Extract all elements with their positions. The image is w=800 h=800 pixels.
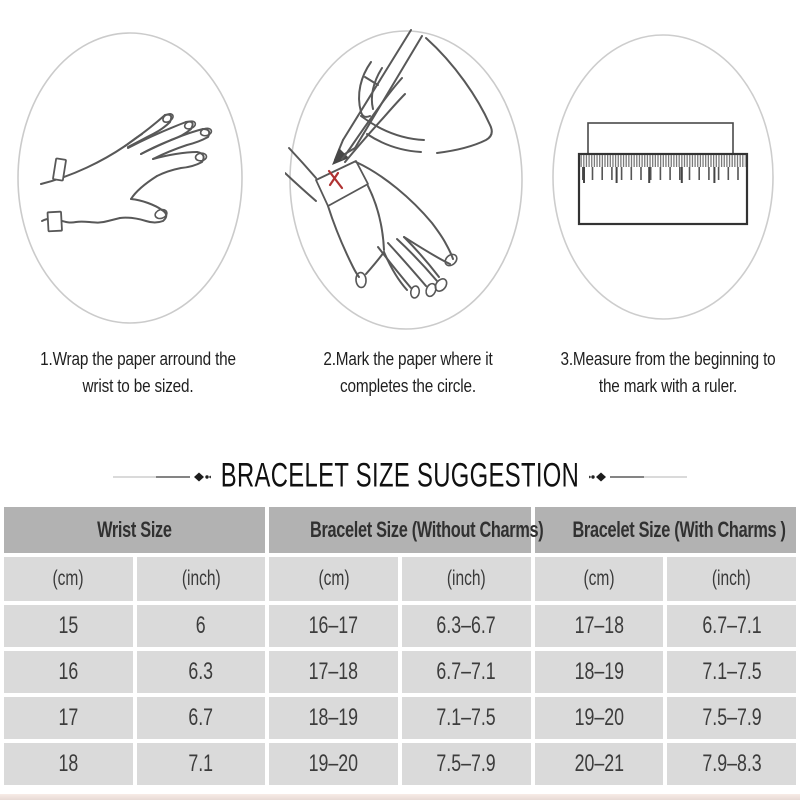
paper-strip-tabs (46, 157, 67, 233)
caption-line: wrist to be sized. (82, 376, 194, 396)
mark-pen-illustration-icon (285, 29, 523, 330)
step3-figure (551, 28, 790, 323)
table-cell: 7.1 (136, 743, 266, 785)
caption-line: the mark with a ruler. (598, 376, 738, 396)
caption-line: completes the circle. (340, 376, 476, 396)
group-header-with-charms: Bracelet Size (With Charms ) (534, 507, 796, 553)
table-cell: 6 (136, 605, 266, 647)
table-cell: 17 (4, 697, 133, 739)
step2-caption: 2.Mark the paper where it completes the … (291, 346, 526, 400)
table-cell: 7.9–8.3 (667, 743, 796, 785)
section-title-row: BRACELET SIZE SUGGESTION (0, 453, 800, 501)
table-row: 15 6 16–17 6.3–6.7 17–18 6.7–7.1 (4, 605, 796, 647)
ruler-illustration-icon (552, 34, 774, 320)
table-cell: 7.1–7.5 (667, 651, 796, 693)
x-mark (328, 171, 340, 187)
table-cell: 19–20 (269, 743, 398, 785)
step2-figure (285, 22, 525, 332)
table-cell: 18–19 (534, 651, 664, 693)
unit-header: (cm) (269, 557, 398, 601)
unit-header: (inch) (136, 557, 266, 601)
caption-line: 2.Mark the paper where it (323, 349, 493, 369)
group-header-label: Bracelet Size (Without Charms) (310, 517, 544, 542)
group-header-label: Bracelet Size (With Charms ) (572, 517, 786, 542)
table-cell: 18–19 (269, 697, 398, 739)
unit-header: (inch) (667, 557, 796, 601)
oval-frame (17, 32, 243, 324)
table-group-header-row: Wrist Size Bracelet Size (Without Charms… (4, 507, 796, 553)
table-cell: 17–18 (269, 651, 398, 693)
group-header-wrist-size: Wrist Size (4, 507, 266, 553)
paper-strip (587, 122, 734, 155)
unit-header: (cm) (534, 557, 664, 601)
pen-nib (332, 148, 349, 165)
table-cell: 7.5–7.9 (401, 743, 531, 785)
x-mark (327, 169, 344, 190)
title-box: BRACELET SIZE SUGGESTION (221, 453, 579, 501)
table-cell: 6.7 (136, 697, 266, 739)
wrap-hand-illustration-icon (17, 32, 243, 324)
table-row: 17 6.7 18–19 7.1–7.5 19–20 7.5–7.9 (4, 697, 796, 739)
table-unit-header-row: (cm) (inch) (cm) (inch) (cm) (inch) (4, 557, 796, 601)
step3-caption: 3.Measure from the beginning to the mark… (551, 346, 786, 400)
table-cell: 6.7–7.1 (667, 605, 796, 647)
group-header-without-charms: Bracelet Size (Without Charms) (269, 507, 544, 553)
table-cell: 18 (4, 743, 133, 785)
table-cell: 7.5–7.9 (667, 697, 796, 739)
table-cell: 20–21 (534, 743, 664, 785)
table-cell: 6.7–7.1 (401, 651, 531, 693)
table-cell: 17–18 (534, 605, 664, 647)
table-cell: 6.3 (136, 651, 266, 693)
page-title: BRACELET SIZE SUGGESTION (220, 456, 580, 495)
caption-line: 3.Measure from the beginning to (560, 349, 776, 369)
bracelet-size-table: Wrist Size Bracelet Size (Without Charms… (0, 503, 800, 789)
caption-line: 1.Wrap the paper arround the (40, 349, 236, 369)
table-row: 16 6.3 17–18 6.7–7.1 18–19 7.1–7.5 (4, 651, 796, 693)
step1-figure (15, 28, 245, 328)
table-cell: 15 (4, 605, 133, 647)
table-cell: 19–20 (534, 697, 664, 739)
left-divider-ornament-icon (113, 472, 211, 482)
table-cell: 16–17 (269, 605, 398, 647)
group-header-label: Wrist Size (97, 517, 172, 542)
table-cell: 16 (4, 651, 133, 693)
unit-header: (cm) (4, 557, 133, 601)
table-cell: 7.1–7.5 (401, 697, 531, 739)
table-row: 18 7.1 19–20 7.5–7.9 20–21 7.9–8.3 (4, 743, 796, 785)
right-divider-ornament-icon (589, 472, 687, 482)
step1-caption: 1.Wrap the paper arround the wrist to be… (21, 346, 256, 400)
unit-header: (inch) (401, 557, 531, 601)
bottom-strip (0, 794, 800, 800)
table-cell: 6.3–6.7 (401, 605, 531, 647)
